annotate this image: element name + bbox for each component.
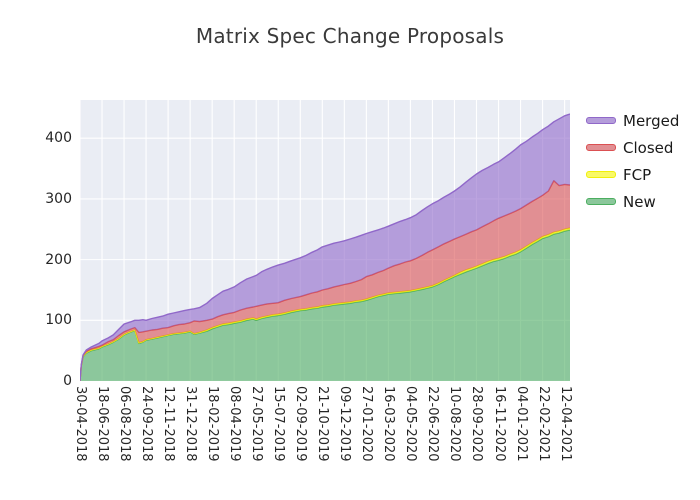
legend: Merged Closed FCP New <box>586 107 679 215</box>
legend-label-new: New <box>623 192 656 211</box>
x-tick-label: 06-08-2018 <box>117 386 133 462</box>
x-tick-label: 22-02-2021 <box>535 386 551 462</box>
edge-fcp <box>80 227 570 381</box>
x-tick-label: 24-09-2018 <box>139 386 155 462</box>
x-tick-label: 08-04-2019 <box>227 386 243 462</box>
legend-item-closed: Closed <box>586 134 679 161</box>
x-tick-label: 27-05-2019 <box>249 386 265 462</box>
x-tick-label: 31-12-2018 <box>183 386 199 462</box>
legend-item-fcp: FCP <box>586 161 679 188</box>
y-tick-label: 200 <box>45 251 72 268</box>
chart-title: Matrix Spec Change Proposals <box>195 24 505 48</box>
legend-swatch-merged <box>586 117 616 124</box>
legend-label-merged: Merged <box>623 111 680 130</box>
legend-swatch-fcp <box>586 171 616 178</box>
stacked-area-chart <box>80 100 570 381</box>
x-tick-label: 16-11-2020 <box>491 386 507 462</box>
x-tick-label: 21-10-2019 <box>315 386 331 462</box>
y-tick-label: 0 <box>63 373 72 389</box>
legend-item-merged: Merged <box>586 107 679 134</box>
x-tick-label: 22-06-2020 <box>425 386 441 462</box>
x-tick-label: 09-12-2019 <box>337 386 353 462</box>
y-tick-label: 400 <box>45 130 72 147</box>
x-tick-label: 27-01-2020 <box>359 386 375 462</box>
x-tick-label: 12-11-2018 <box>161 386 177 462</box>
x-tick-label: 12-04-2021 <box>557 386 573 462</box>
legend-item-new: New <box>586 188 679 215</box>
area-merged <box>80 114 570 381</box>
x-tick-label: 15-07-2019 <box>271 386 287 462</box>
legend-swatch-new <box>586 198 616 205</box>
y-tick-label: 100 <box>45 312 72 329</box>
x-tick-label: 02-09-2019 <box>293 386 309 462</box>
x-tick-label: 04-01-2021 <box>513 386 529 462</box>
x-tick-label: 18-06-2018 <box>95 386 111 462</box>
x-tick-label: 10-08-2020 <box>447 386 463 462</box>
x-tick-label: 28-09-2020 <box>469 386 485 462</box>
plot-area <box>80 100 570 381</box>
legend-swatch-closed <box>586 144 616 151</box>
x-tick-label: 30-04-2018 <box>73 386 88 462</box>
x-tick-label: 04-05-2020 <box>403 386 419 462</box>
area-closed <box>80 180 570 381</box>
y-axis-tick-labels: 0 100 200 300 400 <box>0 0 72 500</box>
edge-merged <box>80 113 570 381</box>
x-tick-label: 16-03-2020 <box>381 386 397 462</box>
legend-label-fcp: FCP <box>623 165 652 184</box>
x-tick-label: 18-02-2019 <box>205 386 221 462</box>
y-tick-label: 300 <box>45 190 72 207</box>
area-new <box>80 229 570 381</box>
legend-label-closed: Closed <box>623 138 674 157</box>
